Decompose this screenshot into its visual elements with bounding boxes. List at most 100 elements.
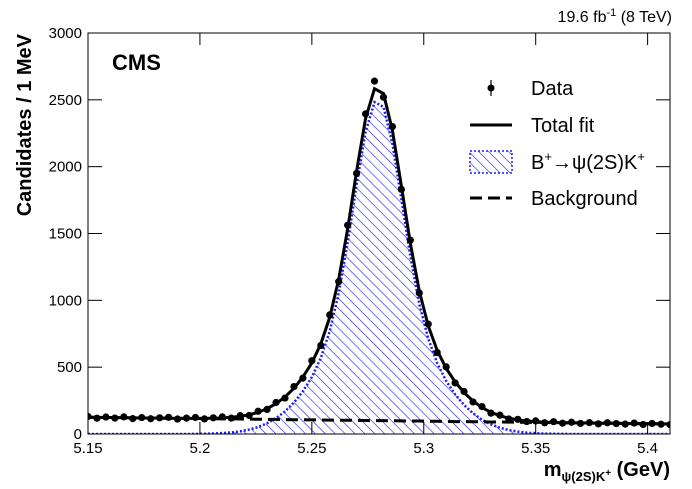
data-point — [308, 357, 316, 365]
data-point — [236, 411, 244, 420]
data-point — [594, 420, 602, 428]
data-point — [639, 420, 647, 429]
legend-sig-mid: →ψ(2S)K — [552, 152, 638, 174]
data-point — [585, 419, 594, 427]
x-title-main: m — [544, 459, 562, 481]
data-point — [648, 419, 656, 428]
data-point — [496, 411, 504, 419]
data-point — [487, 409, 495, 417]
legend-label: Background — [531, 188, 638, 210]
data-point — [361, 110, 370, 118]
data-point — [227, 414, 235, 422]
data-point — [523, 417, 531, 426]
data-point — [254, 407, 262, 415]
data-point — [469, 398, 477, 406]
data-point — [209, 414, 217, 422]
x-tick-label: 5.4 — [637, 440, 658, 457]
legend-label: B+→ψ(2S)K+ — [531, 149, 645, 174]
legend-symbol-data — [487, 84, 495, 92]
lumi-sup: -1 — [606, 7, 616, 19]
data-point — [514, 415, 522, 423]
data-point — [290, 382, 298, 391]
data-point — [550, 418, 558, 426]
data-point — [478, 402, 486, 411]
data-point — [88, 412, 92, 421]
data-point — [173, 415, 182, 423]
data-point — [415, 289, 423, 297]
data-point — [191, 413, 200, 422]
axes: 0 500 1000 1500 2000 2500 3000 5.15 5.2 5.25 5.3 5.… — [49, 25, 670, 457]
data-point — [603, 419, 611, 427]
x-axis-title: mψ(2S)K+ (GeV) — [544, 459, 670, 484]
y-axis-title: Candidates / 1 MeV — [14, 33, 36, 216]
y-tick-label: 2500 — [49, 92, 82, 109]
data-point — [335, 278, 343, 286]
data-point — [576, 419, 585, 428]
data-point — [182, 414, 191, 422]
data-point — [120, 413, 128, 421]
y-tick-label: 0 — [74, 426, 82, 443]
x-tick-label: 5.2 — [189, 440, 210, 457]
data-point — [433, 348, 441, 357]
data-point — [567, 418, 576, 426]
data-point — [657, 420, 665, 428]
data-point — [388, 122, 397, 131]
data-point — [299, 374, 307, 382]
y-tick-label: 3000 — [49, 25, 82, 42]
data-point — [245, 411, 253, 420]
lumi-main: 19.6 fb — [558, 9, 607, 26]
x-tick-label: 5.15 — [73, 440, 102, 457]
data-point — [460, 387, 468, 396]
lumi-label: 19.6 fb-1 (8 TeV) — [558, 7, 672, 26]
data-point — [93, 414, 101, 422]
data-point — [532, 417, 540, 425]
x-title-unit: (GeV) — [611, 459, 670, 481]
data-point — [281, 394, 289, 402]
signal-area — [88, 102, 670, 434]
data-point — [558, 419, 567, 427]
signal-outline — [88, 100, 670, 434]
legend-sig-sup1: + — [544, 149, 552, 164]
data-point — [326, 311, 334, 319]
data-point — [218, 413, 226, 421]
legend-symbol-signal — [469, 150, 513, 174]
data-point — [451, 379, 459, 387]
x-tick-label: 5.25 — [297, 440, 326, 457]
data-point — [505, 415, 513, 423]
legend-label: Total fit — [531, 115, 595, 137]
y-tick-label: 1500 — [49, 226, 82, 243]
data-point — [397, 185, 405, 193]
x-title-sub: ψ(2S)K — [562, 469, 606, 484]
data-point — [370, 77, 379, 85]
data-point — [272, 398, 280, 407]
data-point — [138, 413, 146, 422]
data-point — [612, 419, 620, 428]
data-point — [630, 419, 638, 427]
data-point — [541, 419, 549, 427]
data-point — [156, 414, 164, 422]
data-point — [406, 236, 414, 244]
data-point — [379, 93, 388, 101]
x-tick-label: 5.3 — [413, 440, 434, 457]
y-tick-label: 2000 — [49, 159, 82, 176]
data-point — [344, 221, 352, 229]
data-point — [129, 415, 137, 423]
data-point — [424, 320, 432, 328]
legend: Data Total fit B+→ψ(2S)K+ Background — [469, 78, 645, 210]
legend-sig-sup2: + — [637, 149, 645, 164]
plot-area — [88, 77, 670, 434]
data-point — [200, 415, 208, 423]
experiment-label: CMS — [112, 50, 161, 75]
data-point — [317, 341, 325, 350]
data-point — [666, 421, 670, 429]
data-point — [102, 413, 110, 421]
lumi-rest: (8 TeV) — [616, 9, 672, 26]
legend-sig-b: B — [531, 152, 544, 174]
y-tick-label: 500 — [57, 359, 82, 376]
data-point — [353, 169, 361, 177]
data-point — [164, 413, 173, 421]
data-point — [442, 363, 450, 371]
legend-label: Data — [531, 78, 574, 100]
data-point — [111, 414, 119, 422]
